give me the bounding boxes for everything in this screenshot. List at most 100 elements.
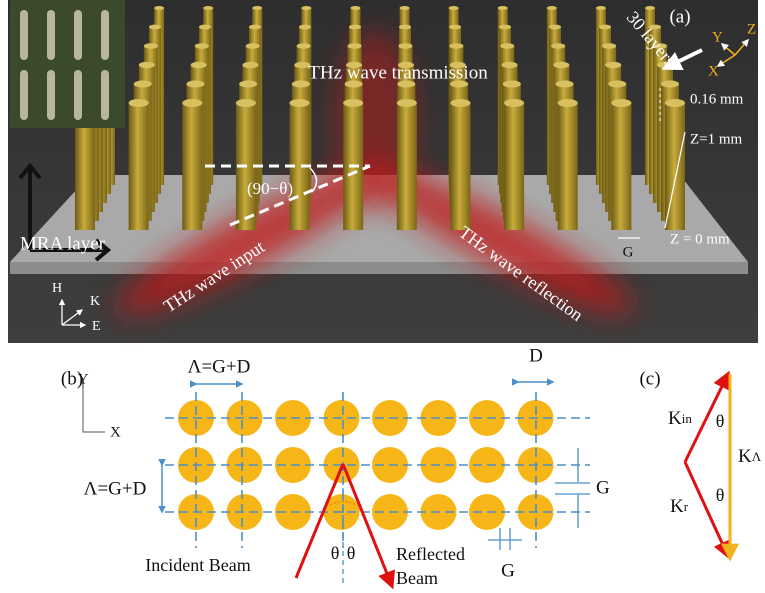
inset-streak: [47, 10, 55, 60]
inset-streak: [47, 70, 55, 120]
panel-label: (c): [639, 368, 660, 389]
pillar-top: [602, 43, 616, 49]
theta-bottom: θ: [716, 485, 725, 505]
pillar-top: [398, 43, 412, 49]
e-label: E: [92, 319, 101, 334]
pillar-top: [199, 25, 211, 30]
pillar-top: [605, 62, 621, 68]
z-top-label: Z=1 mm: [690, 131, 743, 147]
pillar-top: [547, 6, 557, 10]
inset-streak: [20, 70, 28, 120]
gap-label: G: [623, 244, 634, 260]
h-label: H: [52, 281, 62, 296]
pillar-top: [551, 43, 565, 49]
gap-bottom-dim: [488, 528, 522, 550]
pillar-top: [645, 6, 655, 10]
pillar: [504, 103, 524, 230]
pillar-top: [290, 99, 310, 107]
pillar-top: [499, 25, 511, 30]
pillar: [450, 103, 470, 230]
gap-right-label: G: [596, 477, 610, 498]
panel-a: (a) THz wave transmission 30 layers 0.16…: [8, 0, 758, 343]
pillar-top: [144, 43, 158, 49]
pillar-top: [297, 43, 311, 49]
pillar-top: [203, 6, 213, 10]
z-label: Z: [747, 21, 756, 37]
pillar-top: [558, 99, 578, 107]
reflected-label: Reflected: [396, 544, 465, 564]
pillar-top: [553, 62, 569, 68]
pillar-top: [348, 43, 362, 49]
incident-label: Incident Beam: [145, 555, 250, 575]
inset-streak: [101, 10, 109, 60]
pillar-top: [299, 25, 311, 30]
angle-label: (90−θ): [247, 179, 293, 198]
pillar-top: [449, 25, 461, 30]
inset-photo: [10, 0, 125, 128]
pillar-top: [149, 25, 161, 30]
pillar-top: [556, 80, 574, 87]
reflected-label-2: Beam: [396, 568, 438, 588]
transmission-label: THz wave transmission: [308, 62, 488, 83]
k-lambda-sub: Λ: [752, 449, 762, 464]
pillar-top: [239, 80, 257, 87]
k-r-vector: [685, 462, 728, 556]
pillar-top: [504, 99, 524, 107]
pillar-top: [397, 99, 417, 107]
pillar: [397, 103, 417, 230]
k-in-label: Kin: [668, 408, 692, 429]
pillar-top: [502, 62, 518, 68]
theta-left: θ: [331, 543, 340, 563]
pillar-top: [503, 80, 521, 87]
pillar-top: [191, 62, 207, 68]
pillar: [611, 103, 631, 230]
x-label: X: [708, 63, 719, 79]
z-bottom-label: Z = 0 mm: [670, 231, 730, 247]
k-label: K: [90, 294, 100, 309]
pillar-top: [242, 62, 258, 68]
k-in-base: K: [668, 408, 682, 429]
pillar: [129, 103, 149, 230]
pillar: [182, 103, 202, 230]
pillar-top: [449, 43, 463, 49]
xy-axes: [83, 388, 105, 432]
k-r-sub: r: [684, 499, 689, 514]
pillar-top: [450, 99, 470, 107]
figure: (a) THz wave transmission 30 layers 0.16…: [0, 0, 765, 593]
pillar-top: [500, 43, 514, 49]
diameter-label: D: [529, 345, 543, 366]
pillar-top: [596, 6, 606, 10]
pillar-top: [252, 6, 262, 10]
pillar-top: [549, 25, 561, 30]
pillar-top: [154, 6, 164, 10]
pillar-top: [498, 6, 508, 10]
pillar-top: [301, 6, 311, 10]
pillar-top: [129, 99, 149, 107]
pillar-top: [139, 62, 155, 68]
pillar-top: [249, 25, 261, 30]
period-top-label: Λ=G+D: [188, 356, 251, 377]
pillar-top: [661, 80, 679, 87]
k-lambda-base: K: [738, 446, 752, 467]
pillar-top: [186, 80, 204, 87]
panel-b: (b) Y X Λ=G+D D Λ=G+D G G θ θ Incident B…: [61, 345, 610, 588]
pillar-top: [292, 80, 310, 87]
pillar-top: [399, 25, 411, 30]
pillar: [558, 103, 578, 230]
substrate-front: [10, 262, 748, 274]
pillar-top: [236, 99, 256, 107]
inset-streak: [74, 10, 82, 60]
pillar-top: [195, 43, 209, 49]
pillar-top: [182, 99, 202, 107]
theta-right: θ: [347, 543, 356, 563]
pillar-top: [349, 25, 361, 30]
y-label: Y: [712, 29, 723, 45]
pillar-top: [449, 6, 459, 10]
k-r-base: K: [670, 496, 684, 517]
panel-c: (c) Kin θ KΛ Kr θ: [639, 368, 761, 558]
inset-streak: [20, 10, 28, 60]
pillar-top: [343, 99, 363, 107]
inset-streak: [74, 70, 82, 120]
k-lambda-label: KΛ: [738, 446, 762, 467]
theta-top: θ: [716, 411, 725, 431]
